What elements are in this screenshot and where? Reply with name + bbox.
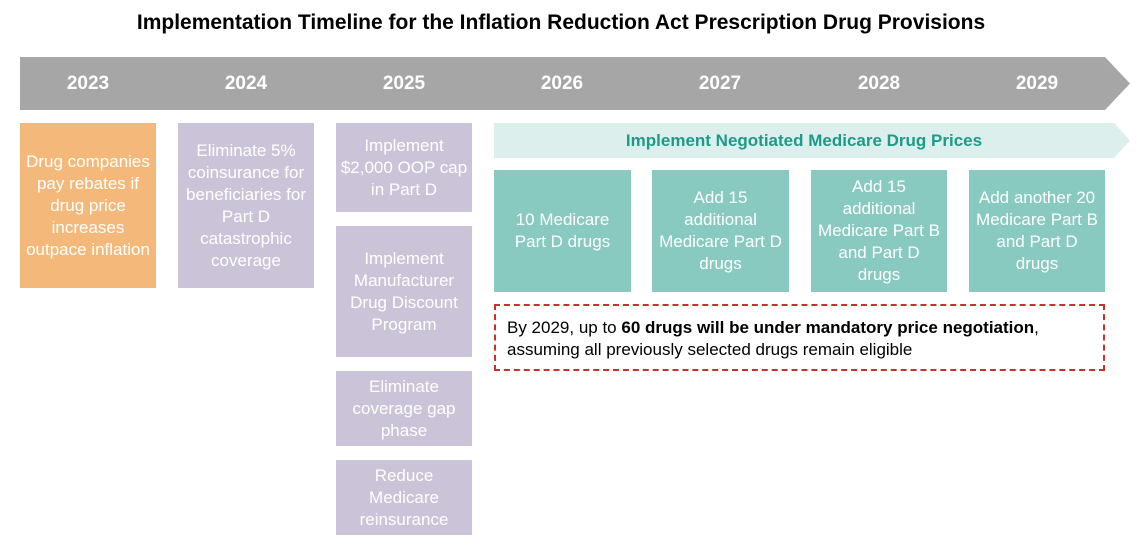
drug-box-2026: 10 Medicare Part D drugs bbox=[494, 170, 631, 292]
drug-box-2027: Add 15 additional Medicare Part D drugs bbox=[652, 170, 789, 292]
negotiation-banner-label: Implement Negotiated Medicare Drug Price… bbox=[625, 131, 983, 150]
note-prefix: By 2029, up to bbox=[507, 318, 622, 337]
reinsurance-provision-box: Reduce Medicare reinsurance bbox=[336, 460, 472, 535]
drug-box-2028: Add 15 additional Medicare Part B and Pa… bbox=[811, 170, 947, 292]
discount-program-provision-box: Implement Manufacturer Drug Discount Pro… bbox=[336, 226, 472, 357]
negotiation-arrow bbox=[494, 123, 1130, 158]
oop-cap-provision-box: Implement $2,000 OOP cap in Part D bbox=[336, 123, 472, 212]
year-2023-label: 2023 bbox=[66, 73, 110, 94]
year-2029-label: 2029 bbox=[1015, 73, 1059, 94]
year-2025-label: 2025 bbox=[382, 73, 426, 94]
page-title: Implementation Timeline for the Inflatio… bbox=[136, 11, 986, 34]
negotiation-note: By 2029, up to 60 drugs will be under ma… bbox=[494, 304, 1105, 371]
year-2028-label: 2028 bbox=[857, 73, 901, 94]
year-2024-label: 2024 bbox=[224, 73, 268, 94]
coverage-gap-provision-box: Eliminate coverage gap phase bbox=[336, 371, 472, 446]
rebate-provision-box: Drug companies pay rebates if drug price… bbox=[20, 123, 156, 288]
year-2026-label: 2026 bbox=[540, 73, 584, 94]
year-2027-label: 2027 bbox=[698, 73, 742, 94]
drug-box-2029: Add another 20 Medicare Part B and Part … bbox=[969, 170, 1105, 292]
year-timeline-arrow bbox=[20, 57, 1130, 110]
note-bold: 60 drugs will be under mandatory price n… bbox=[621, 318, 1035, 337]
note-suffix: , assuming all previously selected drugs… bbox=[507, 318, 1039, 359]
coinsurance-provision-box: Eliminate 5% coinsurance for beneficiari… bbox=[178, 123, 314, 288]
